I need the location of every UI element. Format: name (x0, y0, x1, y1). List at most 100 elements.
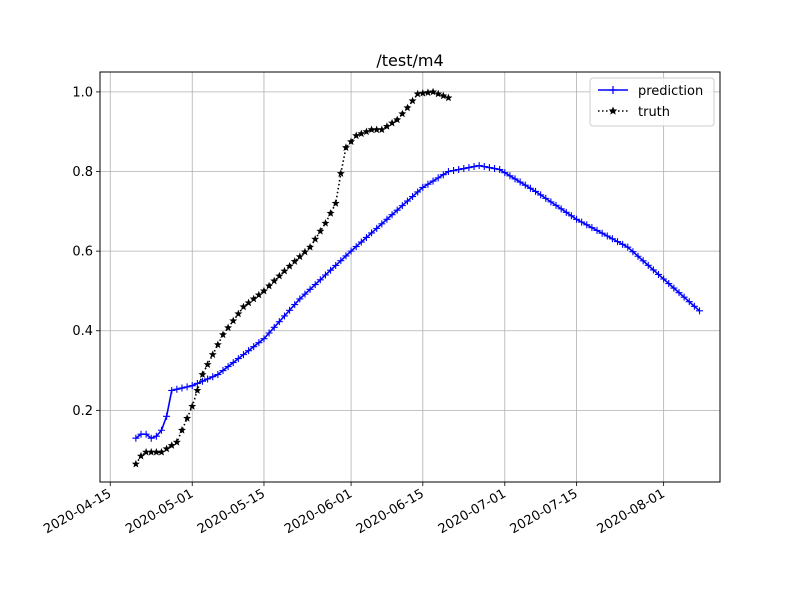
data-point-truth (152, 447, 161, 456)
data-point-prediction (316, 276, 324, 284)
data-point-truth (357, 129, 366, 138)
data-point-prediction (685, 298, 693, 306)
data-point-prediction (260, 335, 268, 343)
data-point-truth (398, 109, 407, 118)
chart-title: /test/m4 (376, 51, 443, 70)
data-point-prediction (511, 175, 519, 183)
data-point-truth (157, 447, 166, 456)
data-point-truth (403, 103, 412, 112)
data-point-prediction (296, 295, 304, 303)
data-point-truth (439, 91, 448, 100)
y-tick-label: 0.8 (72, 165, 93, 180)
data-point-prediction (491, 165, 499, 173)
data-point-truth (275, 271, 284, 280)
data-point-prediction (444, 168, 452, 176)
data-point-prediction (675, 289, 683, 297)
y-tick-label: 0.2 (72, 404, 93, 419)
data-point-truth (177, 426, 186, 434)
plot-area (131, 87, 704, 468)
data-point-prediction (373, 224, 381, 232)
data-point-prediction (603, 232, 611, 240)
data-point-prediction (142, 430, 150, 438)
data-point-prediction (434, 174, 442, 182)
data-point-prediction (280, 312, 288, 320)
data-point-prediction (649, 266, 657, 274)
legend-label-prediction: prediction (638, 84, 703, 99)
data-point-prediction (198, 377, 206, 385)
data-point-truth (198, 370, 207, 378)
data-point-prediction (526, 184, 534, 192)
data-point-truth (137, 451, 145, 460)
data-point-truth (131, 459, 140, 468)
data-point-prediction (388, 211, 396, 219)
data-point-truth (162, 444, 171, 453)
data-point-prediction (157, 426, 165, 434)
data-point-prediction (619, 240, 627, 248)
data-point-prediction (239, 351, 247, 359)
data-point-truth (362, 127, 371, 136)
data-point-prediction (532, 187, 540, 195)
data-point-prediction (480, 163, 488, 171)
data-point-prediction (670, 284, 678, 292)
data-point-prediction (188, 382, 196, 390)
data-point-prediction (147, 434, 155, 442)
data-point-prediction (219, 367, 227, 375)
data-point-prediction (275, 318, 283, 326)
data-point-prediction (419, 183, 427, 191)
data-point-prediction (439, 171, 447, 179)
data-point-prediction (132, 434, 140, 442)
data-point-prediction (409, 193, 417, 201)
data-point-truth (306, 242, 315, 251)
data-point-prediction (265, 329, 273, 337)
data-point-prediction (450, 167, 458, 175)
data-point-prediction (629, 248, 637, 256)
data-point-prediction (306, 285, 314, 293)
y-tick-label: 1.0 (72, 85, 93, 100)
data-point-truth (249, 294, 258, 303)
data-point-truth (270, 276, 279, 285)
data-point-prediction (357, 238, 365, 246)
legend-marker-truth (608, 106, 618, 115)
data-point-prediction (660, 275, 668, 283)
data-point-prediction (332, 261, 340, 269)
data-point-prediction (583, 221, 591, 229)
data-point-truth (382, 122, 391, 130)
data-point-truth (147, 447, 156, 456)
data-point-truth (203, 360, 212, 368)
data-point-truth (208, 350, 217, 359)
data-point-prediction (229, 359, 237, 367)
data-point-prediction (485, 164, 493, 172)
data-point-prediction (655, 270, 663, 278)
data-point-prediction (567, 212, 575, 220)
data-point-prediction (352, 243, 360, 251)
data-point-prediction (403, 197, 411, 205)
data-point-prediction (224, 363, 232, 371)
data-point-prediction (321, 271, 329, 279)
grid (100, 72, 720, 482)
data-point-truth (218, 330, 227, 339)
data-point-truth (429, 87, 438, 96)
data-point-prediction (644, 261, 652, 269)
data-point-prediction (378, 220, 386, 228)
data-point-prediction (578, 218, 586, 226)
data-point-truth (434, 89, 443, 98)
legend: prediction truth (589, 77, 715, 127)
data-point-prediction (634, 252, 642, 260)
series-prediction (132, 162, 704, 442)
data-point-prediction (465, 164, 473, 172)
data-point-truth (229, 316, 238, 325)
data-point-prediction (347, 247, 355, 255)
data-point-truth (244, 298, 253, 307)
data-point-prediction (680, 293, 688, 301)
data-point-truth (300, 247, 309, 256)
data-point-prediction (234, 355, 242, 363)
data-point-truth (316, 227, 325, 235)
y-tick-label: 0.6 (72, 245, 93, 260)
data-point-prediction (183, 383, 191, 391)
data-point-prediction (327, 266, 335, 274)
data-point-prediction (368, 229, 376, 237)
data-point-prediction (665, 280, 673, 288)
axes-frame (99, 71, 721, 483)
data-point-truth (331, 199, 340, 207)
data-point-truth (213, 340, 222, 349)
